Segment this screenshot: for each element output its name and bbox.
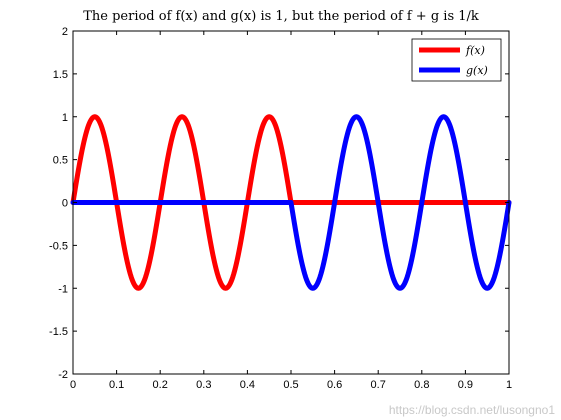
y-tick-label: 1	[62, 112, 68, 124]
y-tick-label: -1.5	[49, 326, 68, 338]
y-tick-label: 1.5	[53, 69, 68, 81]
x-tick-label: 0.5	[283, 379, 298, 391]
x-tick-label: 0.1	[109, 379, 124, 391]
legend-label-g: g(x)	[466, 64, 488, 77]
watermark-text: https://blog.csdn.net/lusongno1	[389, 403, 555, 417]
x-tick-label: 0.2	[153, 379, 168, 391]
legend-label-f: f(x)	[465, 44, 485, 57]
x-tick-label: 0	[70, 379, 76, 391]
x-tick-label: 0.3	[196, 379, 211, 391]
legend: f(x) g(x)	[411, 38, 502, 82]
y-tick-label: -2	[58, 369, 68, 381]
axis-ticks: 0 0.1 0.2 0.3 0.4 0.5 0.6 0.7 0.8 0.9 1 2 1.5 1 0.5 0 -0…	[49, 26, 512, 391]
x-tick-label: 0.8	[414, 379, 429, 391]
y-tick-label: -1	[58, 283, 68, 295]
chart-title: The period of f(x) and g(x) is 1, but th…	[83, 9, 479, 24]
y-tick-label: 2	[62, 26, 68, 38]
x-tick-label: 0.9	[458, 379, 473, 391]
x-tick-label: 0.6	[327, 379, 342, 391]
x-tick-label: 0.7	[371, 379, 386, 391]
series-line-f	[70, 114, 512, 291]
x-tick-label: 1	[506, 379, 512, 391]
y-tick-label: 0	[62, 198, 68, 210]
series-curves	[70, 114, 512, 291]
y-tick-label: -0.5	[49, 240, 68, 252]
y-tick-label: 0.5	[53, 155, 68, 167]
x-tick-label: 0.4	[240, 379, 255, 391]
series-line-g	[70, 114, 512, 291]
legend-box	[411, 38, 502, 82]
